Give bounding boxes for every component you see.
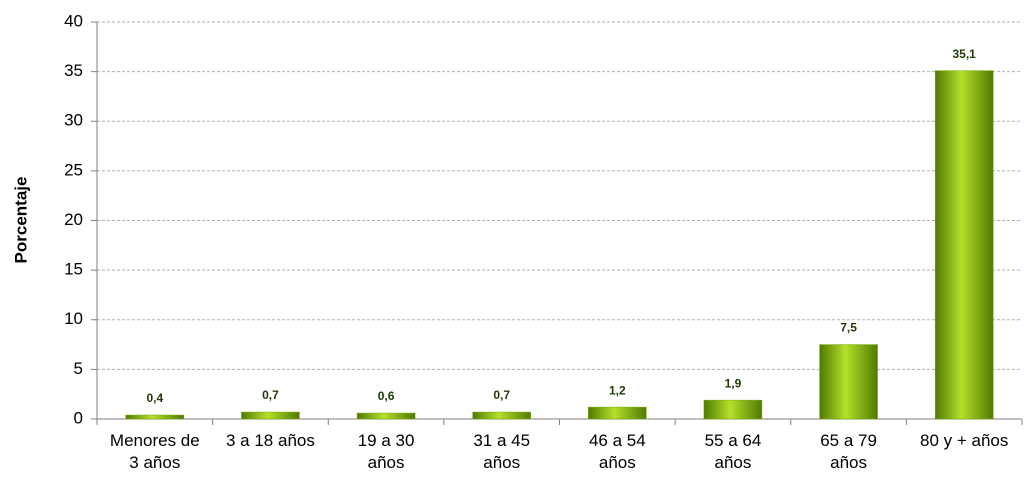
value-label: 0,4	[146, 391, 163, 405]
value-label: 0,7	[262, 388, 279, 402]
y-tick-label: 35	[64, 61, 83, 80]
x-tick-label: 3 a 18 años	[226, 431, 315, 450]
y-axis-label: Porcentaje	[11, 177, 30, 264]
x-tick-label: 55 a 64 años	[705, 431, 762, 472]
y-tick-label: 40	[64, 11, 83, 30]
y-tick-label: 20	[64, 210, 83, 229]
y-tick-label: 25	[64, 160, 83, 179]
bar	[819, 344, 878, 420]
bar	[703, 399, 763, 420]
y-tick-label: 0	[74, 408, 83, 427]
y-tick-label: 15	[64, 260, 83, 279]
value-label: 0,7	[493, 388, 510, 402]
y-tick-label: 30	[64, 111, 83, 130]
bar	[472, 411, 531, 420]
bar	[125, 414, 185, 420]
value-label: 0,6	[378, 389, 395, 403]
y-tick-label: 5	[74, 359, 83, 378]
x-tick-label: 19 a 30 años	[358, 431, 415, 472]
value-label: 1,2	[609, 383, 626, 397]
x-tick-label: Menores de 3 años	[110, 431, 200, 472]
bar	[588, 406, 647, 420]
x-tick-label: 31 a 45 años	[473, 431, 530, 472]
x-tick-label: 80 y + años	[920, 431, 1008, 450]
value-label: 35,1	[953, 47, 977, 61]
x-tick-label: 65 a 79 años	[820, 431, 877, 472]
bar	[934, 70, 994, 420]
value-label: 7,5	[840, 321, 857, 335]
bar	[241, 411, 300, 420]
x-tick-label: 46 a 54 años	[589, 431, 646, 472]
bar	[356, 412, 416, 420]
y-tick-label: 10	[64, 309, 83, 328]
value-label: 1,9	[725, 376, 742, 390]
